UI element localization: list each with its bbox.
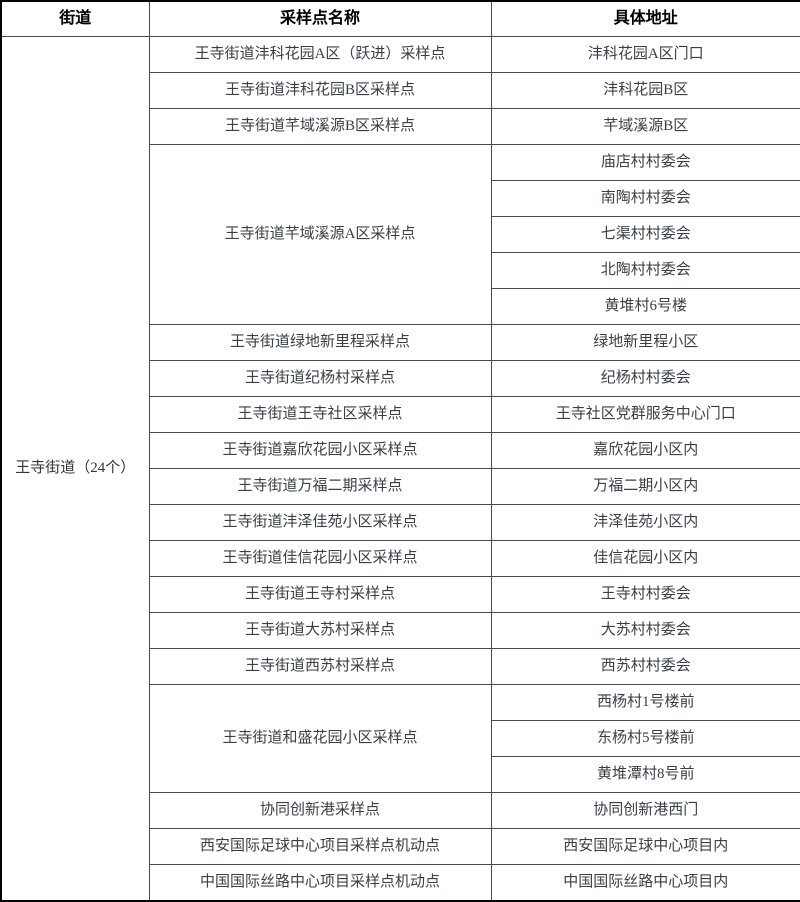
col-header-street: 街道: [0, 0, 150, 37]
address-cell: 王寺村村委会: [490, 576, 800, 613]
address-cell: 黄堆村6号楼: [490, 288, 800, 325]
site-cell: 中国国际丝路中心项目采样点机动点: [148, 864, 492, 902]
address-cell: 西苏村村委会: [490, 648, 800, 685]
site-cell: 西安国际足球中心项目采样点机动点: [148, 828, 492, 865]
site-cell: 王寺街道嘉欣花园小区采样点: [148, 432, 492, 469]
address-cell: 沣科花园A区门口: [490, 36, 800, 73]
address-cell: 协同创新港西门: [490, 792, 800, 829]
address-cell: 北陶村村委会: [490, 252, 800, 289]
site-cell: 王寺街道沣泽佳苑小区采样点: [148, 504, 492, 541]
address-cell: 西杨村1号楼前: [490, 684, 800, 721]
address-cell: 王寺社区党群服务中心门口: [490, 396, 800, 433]
table-row: 王寺街道和盛花园小区采样点 西杨村1号楼前: [1, 684, 800, 793]
address-cell: 绿地新里程小区: [490, 324, 800, 361]
site-cell: 协同创新港采样点: [148, 792, 492, 829]
address-cell: 西安国际足球中心项目内: [490, 828, 800, 865]
table-row: 王寺街道沣科花园B区采样点 沣科花园B区: [1, 72, 800, 109]
address-cell: 佳信花园小区内: [490, 540, 800, 577]
address-cell: 纪杨村村委会: [490, 360, 800, 397]
site-cell-merged: 王寺街道芊域溪源A区采样点: [148, 144, 492, 325]
site-cell: 王寺街道大苏村采样点: [148, 612, 492, 649]
site-cell: 王寺街道芊域溪源B区采样点: [148, 108, 492, 145]
table-row: 南陶村村委会: [1, 180, 800, 217]
address-cell: 大苏村村委会: [490, 612, 800, 649]
table-row: 王寺街道王寺村采样点 王寺村村委会: [1, 576, 800, 613]
table-row: 王寺街道（24个） 王寺街道沣科花园A区（跃进）采样点 沣科花园A区门口: [0, 36, 800, 902]
address-cell: 东杨村5号楼前: [490, 720, 800, 757]
col-header-address: 具体地址: [490, 0, 800, 37]
col-header-site-name: 采样点名称: [148, 0, 492, 37]
address-cell: 中国国际丝路中心项目内: [490, 864, 800, 902]
site-cell: 王寺街道王寺社区采样点: [148, 396, 492, 433]
header-row: 街道 采样点名称 具体地址: [0, 0, 800, 37]
site-cell: 王寺街道万福二期采样点: [148, 468, 492, 505]
table-row: 黄堆村6号楼: [1, 288, 800, 325]
address-cell: 庙店村村委会: [490, 144, 800, 181]
table-row: 王寺街道佳信花园小区采样点 佳信花园小区内: [1, 540, 800, 577]
site-cell: 王寺街道王寺村采样点: [148, 576, 492, 613]
address-cell: 万福二期小区内: [490, 468, 800, 505]
site-cell: 王寺街道绿地新里程采样点: [148, 324, 492, 361]
site-cell: 王寺街道沣科花园B区采样点: [148, 72, 492, 109]
address-cell: 南陶村村委会: [490, 180, 800, 217]
address-cell: 沣泽佳苑小区内: [490, 504, 800, 541]
site-cell: 王寺街道纪杨村采样点: [148, 360, 492, 397]
table-row: 王寺街道万福二期采样点 万福二期小区内: [1, 468, 800, 505]
address-cell: 沣科花园B区: [490, 72, 800, 109]
address-cell: 黄堆潭村8号前: [490, 756, 800, 793]
address-cell: 嘉欣花园小区内: [490, 432, 800, 469]
table-row: 王寺街道绿地新里程采样点 绿地新里程小区: [1, 324, 800, 361]
table-row: 王寺街道大苏村采样点 大苏村村委会: [1, 612, 800, 649]
site-cell: 王寺街道西苏村采样点: [148, 648, 492, 685]
table-row: 王寺街道芊域溪源A区采样点 庙店村村委会: [1, 144, 800, 325]
street-group-cell: 王寺街道（24个）: [0, 36, 150, 902]
site-cell-merged: 王寺街道和盛花园小区采样点: [148, 684, 492, 793]
site-cell: 王寺街道沣科花园A区（跃进）采样点: [148, 36, 492, 73]
address-cell: 芊域溪源B区: [490, 108, 800, 145]
site-cell: 王寺街道佳信花园小区采样点: [148, 540, 492, 577]
address-cell: 七渠村村委会: [490, 216, 800, 253]
table-row: 王寺街道嘉欣花园小区采样点 嘉欣花园小区内: [1, 432, 800, 469]
